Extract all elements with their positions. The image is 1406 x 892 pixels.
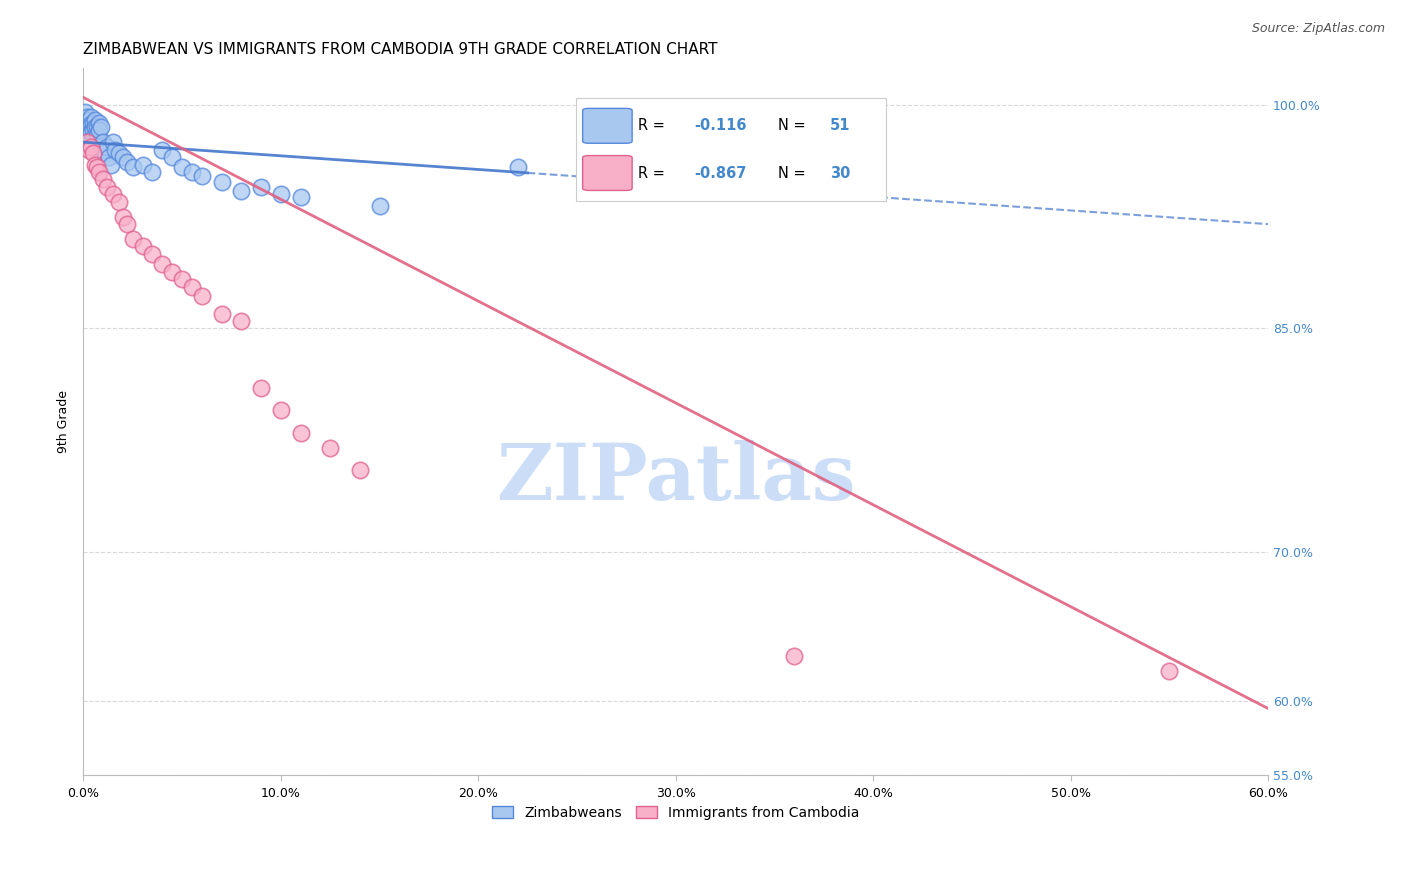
- Point: [94, 145, 117, 160]
- Point: [191, 288, 214, 302]
- Point: [104, 143, 127, 157]
- Point: [115, 154, 138, 169]
- Point: [349, 463, 371, 477]
- Point: [150, 257, 173, 271]
- Point: [75, 120, 97, 135]
- Point: [160, 150, 183, 164]
- Point: [131, 157, 153, 171]
- Point: [76, 110, 98, 124]
- Point: [115, 217, 138, 231]
- Point: [100, 157, 122, 171]
- Point: [79, 112, 101, 127]
- Point: [211, 306, 233, 320]
- Text: ZIPatlas: ZIPatlas: [496, 440, 855, 516]
- Point: [160, 265, 183, 279]
- Point: [172, 161, 194, 175]
- Point: [89, 123, 111, 137]
- Point: [89, 165, 111, 179]
- Point: [82, 130, 104, 145]
- Point: [231, 184, 253, 198]
- Point: [141, 165, 163, 179]
- Point: [82, 123, 104, 137]
- Point: [84, 112, 107, 127]
- Point: [84, 157, 107, 171]
- Point: [98, 150, 121, 164]
- Point: [1159, 664, 1181, 678]
- Point: [111, 210, 134, 224]
- Point: [80, 117, 103, 131]
- Point: [141, 247, 163, 261]
- Point: [181, 279, 204, 293]
- Text: N =: N =: [778, 119, 806, 133]
- Point: [80, 110, 103, 124]
- Point: [191, 169, 214, 184]
- Point: [270, 403, 292, 417]
- Point: [80, 125, 103, 139]
- Point: [131, 239, 153, 253]
- Text: Source: ZipAtlas.com: Source: ZipAtlas.com: [1251, 22, 1385, 36]
- Point: [290, 425, 312, 440]
- Point: [84, 120, 107, 135]
- Y-axis label: 9th Grade: 9th Grade: [58, 390, 70, 453]
- Point: [89, 116, 111, 130]
- Point: [368, 199, 391, 213]
- Point: [75, 105, 97, 120]
- Point: [79, 135, 101, 149]
- Point: [79, 143, 101, 157]
- Point: [76, 130, 98, 145]
- Point: [150, 143, 173, 157]
- Point: [91, 143, 114, 157]
- Point: [101, 187, 124, 202]
- Text: ZIMBABWEAN VS IMMIGRANTS FROM CAMBODIA 9TH GRADE CORRELATION CHART: ZIMBABWEAN VS IMMIGRANTS FROM CAMBODIA 9…: [83, 42, 718, 57]
- Point: [231, 314, 253, 328]
- Point: [75, 112, 97, 127]
- Point: [172, 272, 194, 286]
- Point: [76, 135, 98, 149]
- Point: [86, 161, 108, 175]
- Point: [506, 161, 529, 175]
- Point: [79, 120, 101, 135]
- Point: [250, 179, 273, 194]
- FancyBboxPatch shape: [582, 109, 633, 144]
- FancyBboxPatch shape: [582, 155, 633, 190]
- Point: [108, 194, 131, 209]
- Text: -0.867: -0.867: [695, 166, 747, 180]
- Point: [290, 190, 312, 204]
- Point: [250, 381, 273, 395]
- Point: [270, 187, 292, 202]
- Point: [90, 120, 112, 135]
- Point: [76, 116, 98, 130]
- Legend: Zimbabweans, Immigrants from Cambodia: Zimbabweans, Immigrants from Cambodia: [486, 800, 865, 825]
- Point: [121, 161, 143, 175]
- Text: R =: R =: [638, 166, 665, 180]
- Text: -0.116: -0.116: [695, 119, 747, 133]
- Point: [76, 135, 98, 149]
- Point: [319, 441, 342, 455]
- Point: [108, 145, 131, 160]
- Point: [783, 649, 806, 664]
- Text: R =: R =: [638, 119, 665, 133]
- Point: [86, 120, 108, 135]
- Point: [111, 150, 134, 164]
- Point: [76, 123, 98, 137]
- Point: [82, 145, 104, 160]
- Text: 30: 30: [830, 166, 851, 180]
- Point: [96, 179, 118, 194]
- Text: 51: 51: [830, 119, 851, 133]
- Point: [91, 135, 114, 149]
- Point: [91, 172, 114, 186]
- Text: N =: N =: [778, 166, 806, 180]
- Point: [211, 175, 233, 189]
- Point: [121, 232, 143, 246]
- Point: [96, 139, 118, 153]
- Point: [101, 135, 124, 149]
- Point: [181, 165, 204, 179]
- Point: [79, 128, 101, 142]
- Point: [80, 139, 103, 153]
- Point: [82, 116, 104, 130]
- Point: [86, 128, 108, 142]
